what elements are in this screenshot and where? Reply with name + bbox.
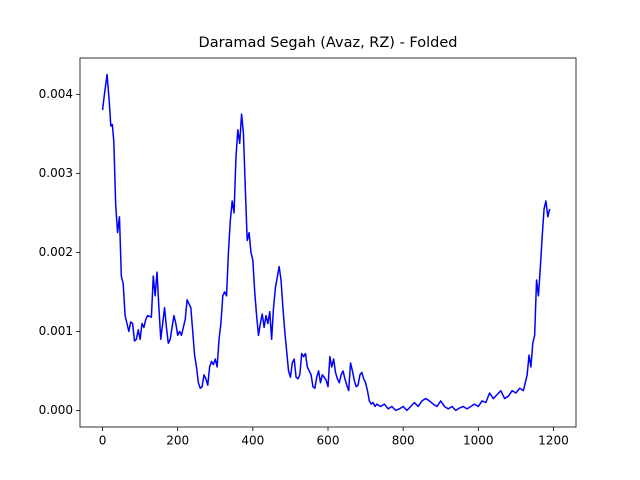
chart-title: Daramad Segah (Avaz, RZ) - Folded [199, 35, 458, 51]
x-tick-label: 800 [392, 434, 415, 448]
y-tick-label: 0.003 [39, 166, 73, 180]
x-tick-label: 1000 [463, 434, 494, 448]
x-tick-label: 600 [317, 434, 340, 448]
y-tick-label: 0.004 [39, 87, 73, 101]
x-tick-label: 400 [241, 434, 264, 448]
x-tick-label: 1200 [538, 434, 569, 448]
y-tick-label: 0.001 [39, 324, 73, 338]
plot-frame [79, 57, 577, 428]
y-tick-label: 0.002 [39, 245, 73, 259]
y-tick-label: 0.000 [39, 403, 73, 417]
x-tick-label: 0 [99, 434, 107, 448]
x-tick-label: 200 [166, 434, 189, 448]
line-series [101, 73, 551, 412]
